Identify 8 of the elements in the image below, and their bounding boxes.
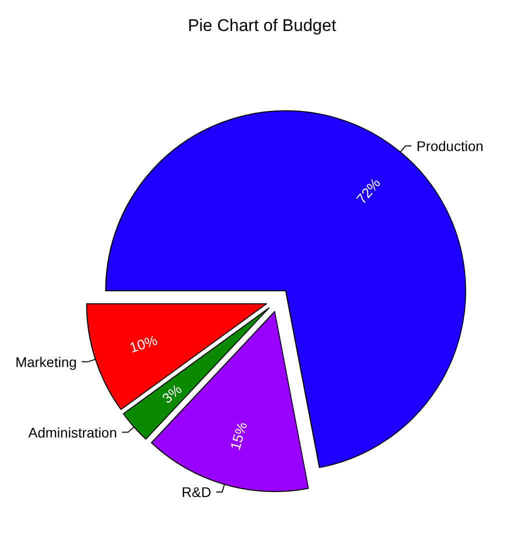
data-label: 3% <box>158 380 185 406</box>
slice-label: R&D <box>182 484 212 500</box>
slice-label: Production <box>416 138 484 154</box>
slice-label: Marketing <box>15 354 77 370</box>
chart-title: Pie Chart of Budget <box>188 16 336 35</box>
data-label: 10% <box>128 332 160 356</box>
data-label: 15% <box>226 420 250 452</box>
slice-label: Administration <box>28 424 117 440</box>
